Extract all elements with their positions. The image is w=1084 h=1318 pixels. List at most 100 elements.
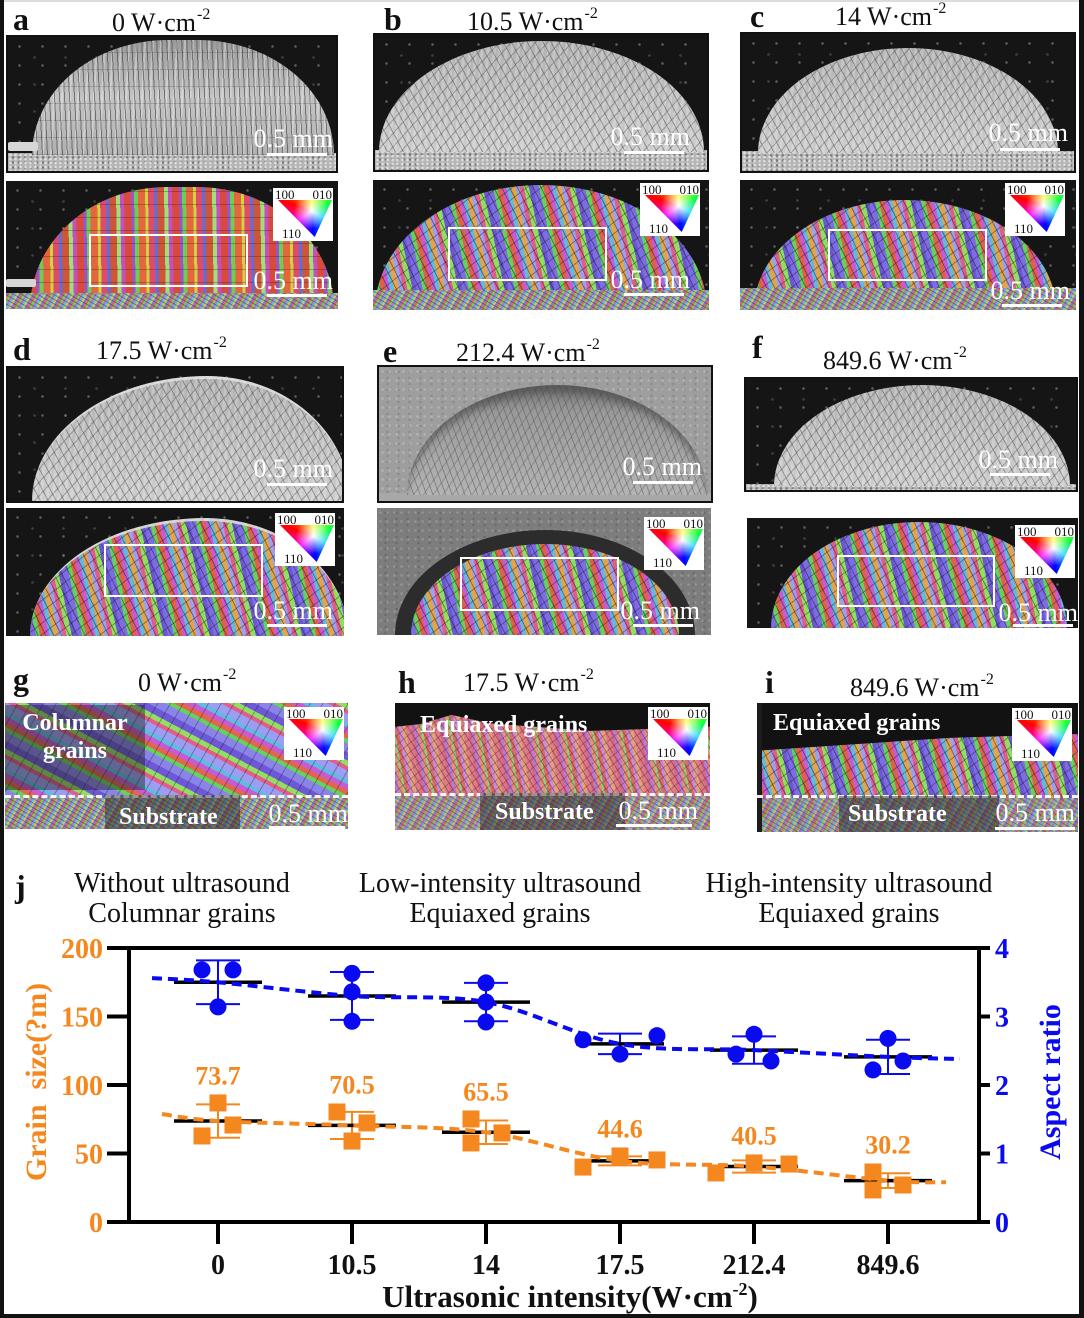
scale-bar-label: 0.5 mm (610, 265, 690, 294)
scale-bar-label: 0.5 mm (610, 122, 690, 151)
aspect-ratio-point (727, 1045, 745, 1063)
intensity-label: 10.5 W·cm (467, 7, 584, 36)
figure-left-border (0, 0, 4, 1318)
intensity-label: 849.6 W·cm (850, 673, 980, 702)
grain-size-point (648, 1151, 666, 1169)
right-y-tick-label: 2 (995, 1071, 1009, 1102)
scale-bar (633, 481, 693, 484)
ipf-label-010: 010 (679, 182, 700, 197)
wire-feature (8, 142, 38, 151)
figure-top-edge (0, 0, 1084, 2)
scale-bar (624, 151, 684, 154)
ipf-color-key: 100 010 110 (640, 183, 700, 236)
substrate-label: Substrate (495, 799, 594, 825)
aspect-ratio-point (574, 1031, 592, 1049)
label-backdrop (5, 705, 145, 790)
ipf-label-010: 010 (1051, 707, 1072, 722)
panel-title-a: 0 W·cm-2 (112, 6, 210, 40)
scale-bar-label: 0.5 mm (268, 799, 348, 828)
aspect-ratio-point (343, 1012, 361, 1030)
scale-bar (1000, 148, 1060, 151)
ipf-label-010: 010 (314, 512, 335, 527)
roi-box (104, 544, 263, 597)
substrate-region (740, 288, 1076, 310)
panel-letter-a: a (13, 1, 29, 37)
grain-size-point (462, 1134, 480, 1152)
aspect-ratio-point (762, 1052, 780, 1070)
right-y-tick-label: 4 (995, 934, 1009, 965)
grain-size-point (358, 1114, 376, 1132)
fusion-boundary-line (757, 795, 1078, 798)
group-header-line2: Equiaxed grains (409, 898, 590, 929)
micrograph-a: 0.5 mm (6, 35, 338, 173)
substrate-grain-map (757, 798, 1078, 832)
panel-letter-c: c (750, 0, 765, 34)
micrograph-c: 0.5 mm (740, 32, 1076, 173)
grain-size-point (209, 1094, 227, 1112)
panel-title-f: 849.6 W·cm-2 (823, 344, 967, 378)
x-tick-label: 14 (472, 1250, 500, 1281)
ipf-label-110: 110 (282, 226, 302, 241)
group-header-line1: Without ultrasound (74, 868, 290, 899)
x-axis-label-end: ) (748, 1279, 758, 1314)
x-axis-label-text: Ultrasonic intensity(W·cm (382, 1279, 733, 1314)
grain-size-point (894, 1176, 912, 1194)
aspect-ratio-trend-line (151, 976, 961, 1061)
ebsd-map-e: 100 010 110 0.5 mm (377, 508, 711, 635)
ipf-label-100: 100 (275, 187, 295, 202)
unit-exponent: -2 (197, 6, 211, 23)
grain-size-point (864, 1181, 882, 1199)
ipf-label-110: 110 (649, 221, 669, 236)
scale-bar-label: 0.5 mm (995, 798, 1075, 827)
scale-bar (269, 826, 345, 829)
scale-bar-label: 0.5 mm (990, 276, 1070, 305)
ebsd-map-a: 100 010 110 0.5 mm (6, 181, 338, 309)
intensity-label: 17.5 W·cm (463, 668, 580, 697)
panel-letter-e: e (383, 333, 398, 369)
grain-size-aspect-ratio-chart: Without ultrasound Columnar grains Low-i… (20, 868, 1067, 1314)
roi-box (828, 229, 987, 281)
substrate-region (375, 150, 707, 170)
scale-bar (990, 473, 1050, 476)
panel-letter-h: h (398, 664, 416, 700)
intensity-label: 14 W·cm (835, 2, 932, 31)
equiaxed-grains-label: Equiaxed grains (773, 710, 941, 736)
aspect-ratio-point (193, 961, 211, 979)
aspect-ratio-point (745, 1025, 763, 1043)
ipf-label-010: 010 (1044, 182, 1065, 197)
scale-bar-label: 0.5 mm (988, 118, 1068, 147)
scale-bar-label: 0.5 mm (620, 596, 700, 625)
unit-exponent: -2 (580, 666, 594, 683)
scale-bar (633, 624, 693, 627)
scale-bar (1002, 304, 1062, 307)
ipf-color-key: 100 010 110 (273, 188, 333, 241)
grain-size-point (611, 1147, 629, 1165)
intensity-label: 0 W·cm (138, 668, 222, 697)
unit-exponent: -2 (953, 344, 967, 361)
roi-box (837, 555, 995, 607)
x-tick-label: 17.5 (596, 1250, 645, 1281)
left-y-tick-label: 100 (61, 1071, 103, 1102)
substrate-region (8, 153, 336, 171)
equiaxed-grains-label: Equiaxed grains (420, 712, 588, 738)
ipf-color-key: 100 010 110 (644, 517, 704, 570)
ipf-label-100: 100 (642, 182, 662, 197)
ipf-label-100: 100 (646, 516, 666, 531)
scale-bar-label: 0.5 mm (622, 452, 702, 481)
ipf-label-100: 100 (286, 706, 306, 721)
mean-value-label: 44.6 (597, 1114, 643, 1143)
panel-title-c: 14 W·cm-2 (835, 0, 946, 34)
scale-bar-label: 0.5 mm (253, 124, 333, 153)
ipf-color-key: 100 010 110 (275, 513, 335, 566)
ebsd-longitudinal-i: Equiaxed grains Substrate 100 010 110 0.… (757, 703, 1078, 832)
micrograph-f: 0.5 mm (744, 377, 1078, 492)
group-headers: Without ultrasound Columnar grains Low-i… (74, 868, 992, 929)
intensity-label: 849.6 W·cm (823, 346, 953, 375)
x-axis-label: Ultrasonic intensity(W·cm-2) (382, 1279, 758, 1314)
aspect-ratio-point (477, 1013, 495, 1031)
x-tick-label: 849.6 (857, 1250, 920, 1281)
mean-value-label: 70.5 (329, 1070, 375, 1099)
intensity-label: 0 W·cm (112, 8, 196, 37)
aspect-ratio-point (477, 993, 495, 1011)
unit-exponent: -2 (584, 5, 598, 22)
